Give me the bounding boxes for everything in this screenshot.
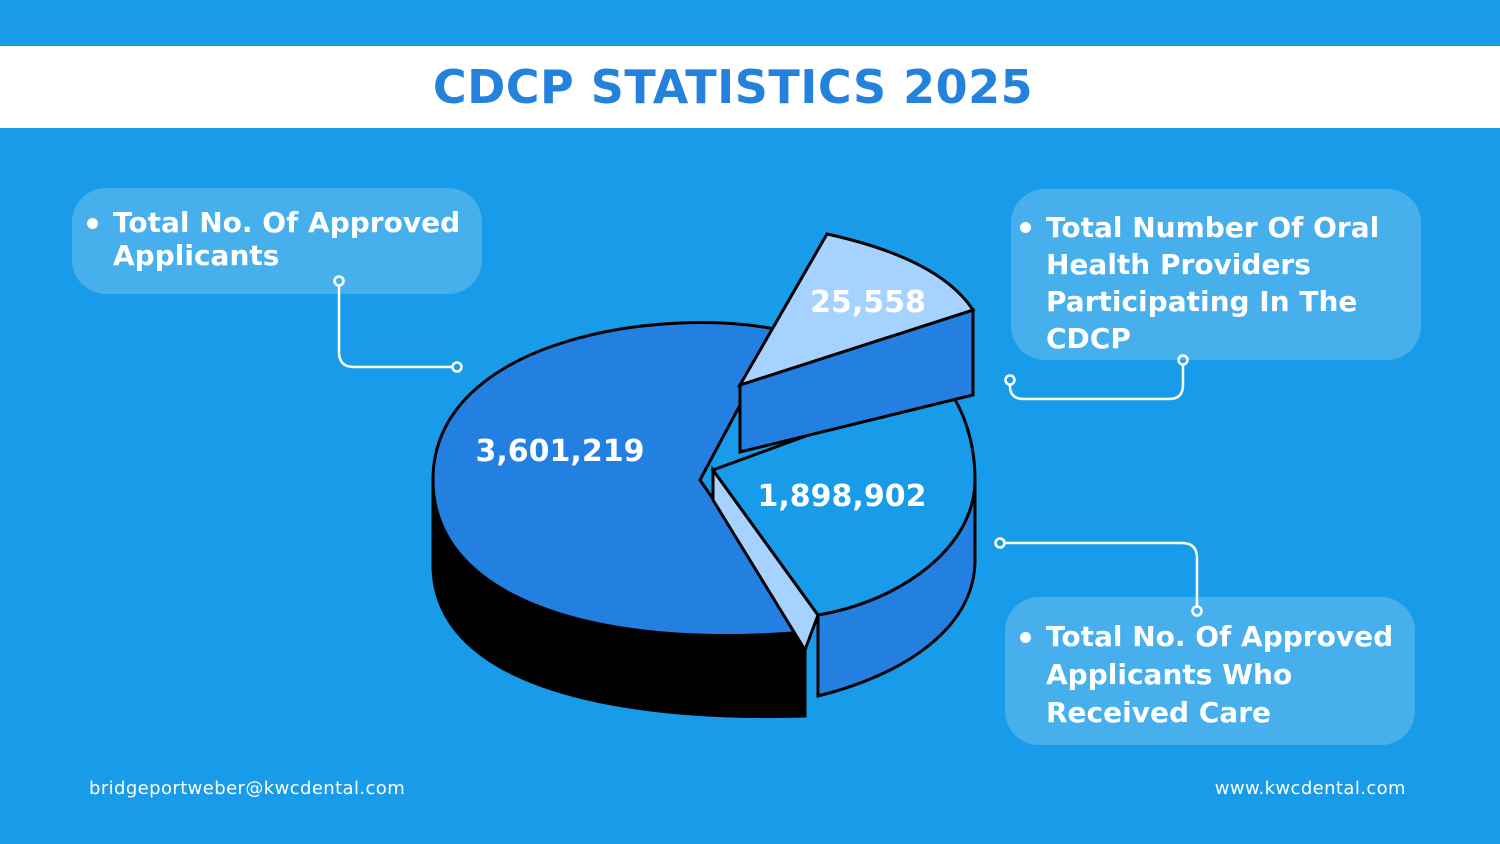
title-band: CDCP STATISTICS 2025 bbox=[0, 46, 1500, 128]
connector-dot bbox=[1177, 354, 1189, 366]
callout-applicants-label: Total No. Of Approved Applicants bbox=[113, 206, 461, 272]
bullet-icon bbox=[1020, 222, 1031, 233]
footer-website[interactable]: www.kwcdental.com bbox=[1214, 778, 1406, 799]
connector-care bbox=[1000, 541, 1199, 606]
connector-dot bbox=[1004, 374, 1016, 386]
connector-dot bbox=[333, 275, 345, 287]
value-label-providers: 25,558 bbox=[810, 285, 926, 320]
callout-care: Total No. Of Approved Applicants Who Rec… bbox=[1005, 597, 1415, 745]
slice-applicants bbox=[431, 321, 808, 638]
value-label-applicants: 3,601,219 bbox=[476, 434, 645, 469]
connector-dot bbox=[994, 537, 1006, 549]
callout-applicants: Total No. Of Approved Applicants bbox=[72, 188, 482, 294]
callout-providers: Total Number Of Oral Health Providers Pa… bbox=[1011, 189, 1421, 360]
page-title: CDCP STATISTICS 2025 bbox=[432, 60, 1034, 114]
callout-providers-label: Total Number Of Oral Health Providers Pa… bbox=[1046, 211, 1380, 355]
connector-applicants bbox=[337, 284, 457, 369]
footer-email[interactable]: bridgeportweber@kwcdental.com bbox=[89, 778, 406, 799]
bullet-icon bbox=[87, 218, 98, 229]
slice-providers bbox=[736, 232, 976, 388]
connector-dot bbox=[451, 361, 463, 373]
slice-care bbox=[710, 383, 977, 617]
callout-care-label: Total No. Of Approved Applicants Who Rec… bbox=[1046, 620, 1394, 729]
bullet-icon bbox=[1020, 632, 1031, 643]
connector-dot bbox=[1191, 605, 1203, 617]
value-label-care: 1,898,902 bbox=[758, 479, 927, 514]
connector-providers bbox=[1008, 361, 1185, 401]
